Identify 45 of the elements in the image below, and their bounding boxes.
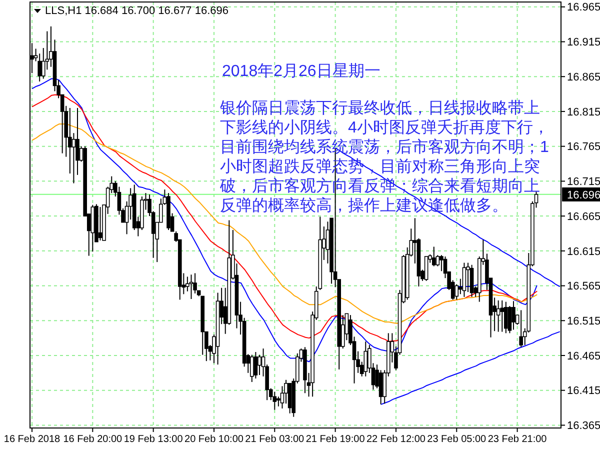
ref-line-label: 16.696	[567, 189, 600, 202]
candlestick	[280, 386, 284, 409]
x-tick-label: 23 Feb 05:00	[427, 434, 487, 445]
candlestick	[512, 300, 516, 330]
candlestick	[200, 296, 205, 356]
x-tick-label: 19 Feb 13:00	[124, 434, 184, 445]
x-tick-label: 16 Feb 20:00	[63, 434, 123, 445]
y-tick-label: 16.865	[567, 71, 600, 84]
y-tick-label: 16.515	[567, 315, 600, 328]
candlestick	[72, 132, 76, 184]
y-tick-label: 16.565	[567, 280, 600, 293]
candlestick	[38, 53, 42, 82]
line-series	[380, 331, 560, 405]
y-tick-label: 16.965	[567, 2, 600, 14]
candlestick	[288, 382, 292, 414]
y-tick-label: 16.665	[567, 210, 600, 223]
annotation: 2018年2月26日星期一	[222, 62, 380, 80]
candlestick	[500, 300, 504, 332]
candlestick	[496, 300, 500, 332]
y-tick-label: 16.715	[567, 176, 600, 188]
candlestick	[68, 107, 72, 174]
candlestick	[98, 206, 102, 241]
y-tick-label: 16.815	[567, 106, 600, 118]
y-tick-label: 16.365	[567, 420, 600, 432]
candlestick	[216, 292, 220, 366]
y-tick-label: 16.615	[567, 246, 600, 258]
y-tick-label: 16.465	[567, 350, 600, 362]
x-tick-label: 20 Feb 10:00	[184, 434, 244, 445]
candlestick	[276, 396, 280, 407]
annotation: LLS,H1 16.684 16.700 16.677 16.696	[45, 5, 228, 17]
candlestick	[378, 370, 383, 405]
y-tick-label: 16.765	[567, 141, 600, 154]
y-tick-label: 16.415	[567, 385, 600, 398]
candlestick	[504, 301, 508, 334]
x-tick-label: 16 Feb 2018	[4, 434, 61, 445]
y-tick-label: 16.915	[567, 36, 600, 49]
candlestick	[189, 274, 194, 300]
x-tick-label: 22 Feb 12:00	[366, 434, 426, 445]
candlestick	[303, 346, 307, 394]
x-tick-label: 23 Feb 21:00	[488, 434, 548, 445]
candlestick	[272, 391, 277, 410]
candlestick	[52, 39, 57, 92]
x-tick-label: 21 Feb 03:00	[245, 434, 305, 445]
x-tick-label: 21 Feb 19:00	[306, 434, 366, 445]
candlestick	[364, 341, 368, 377]
